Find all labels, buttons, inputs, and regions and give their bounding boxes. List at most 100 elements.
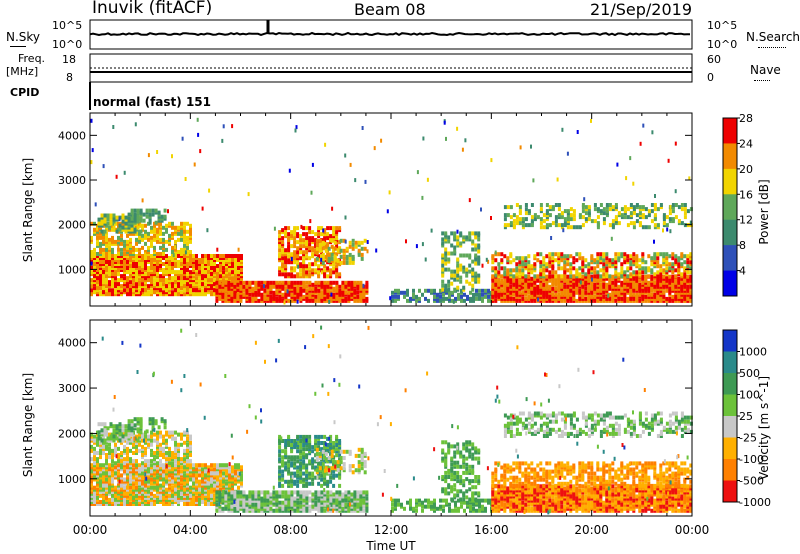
velocity-data-cell: [132, 479, 135, 484]
power-data-cell: [123, 260, 126, 264]
power-data-cell: [302, 266, 306, 271]
velocity-data-cell: [156, 465, 159, 470]
power-data-cell: [614, 276, 618, 281]
power-data-cell: [560, 274, 564, 279]
power-data-cell: [683, 215, 687, 220]
power-data-cell: [111, 288, 114, 293]
power-data-cell: [545, 294, 549, 299]
velocity-data-cell: [171, 485, 174, 490]
power-data-cell: [442, 296, 445, 301]
power-data-cell: [117, 268, 120, 272]
power-data-cell: [494, 266, 498, 271]
power-data-cell: [587, 205, 591, 210]
power-data-cell: [224, 292, 228, 297]
power-data-cell: [147, 266, 150, 270]
power-data-cell: [287, 272, 291, 277]
power-data-cell: [230, 282, 234, 287]
velocity-data-cell: [135, 485, 138, 490]
power-data-cell: [106, 215, 110, 220]
power-data-cell: [441, 253, 445, 258]
velocity-data-cell: [204, 463, 207, 468]
power-data-cell: [656, 256, 660, 261]
power-data-cell: [548, 264, 552, 269]
velocity-data-cell: [192, 463, 195, 468]
power-data-cell: [135, 288, 138, 293]
velocity-data-cell: [171, 489, 174, 494]
power-data-cell: [459, 263, 463, 268]
velocity-data-cell: [213, 475, 216, 480]
velocity-data-cell: [198, 465, 201, 470]
power-data-cell: [509, 294, 513, 299]
power-colorbar-segment: [723, 194, 737, 221]
power-data-cell: [518, 294, 522, 299]
power-data-cell: [177, 270, 180, 275]
power-data-cell: [192, 254, 195, 258]
power-data-cell: [335, 230, 339, 235]
power-data-cell: [463, 292, 466, 297]
power-data-cell: [623, 209, 627, 214]
velocity-data-cell: [201, 500, 204, 504]
power-data-cell: [481, 296, 484, 301]
power-data-cell: [477, 231, 481, 236]
power-data-cell: [448, 290, 451, 295]
power-data-cell: [141, 282, 144, 287]
power-data-cell: [363, 238, 367, 243]
power-data-cell: [487, 288, 490, 293]
power-data-cell: [471, 239, 475, 244]
velocity-data-cell: [240, 465, 243, 470]
power-data-cell: [296, 262, 300, 267]
power-data-cell: [602, 294, 606, 299]
power-data-cell: [174, 288, 177, 293]
velocity-data-cell: [186, 475, 189, 480]
power-data-cell: [210, 290, 213, 295]
velocity-data-cell: [132, 475, 135, 480]
power-data-cell: [626, 266, 630, 271]
power-data-cell: [147, 231, 150, 236]
power-data-cell: [103, 229, 107, 234]
velocity-data-cell: [204, 485, 207, 490]
power-data-cell: [680, 276, 684, 281]
power-data-cell: [302, 238, 306, 243]
velocity-data-cell: [117, 500, 120, 504]
power-noise-cell: [625, 176, 628, 181]
power-data-cell: [530, 266, 534, 271]
velocity-data-cell: [177, 493, 180, 498]
freq-tick-bottom: 8: [66, 71, 73, 84]
power-data-cell: [135, 231, 138, 236]
power-noise-cell: [320, 270, 323, 275]
velocity-data-cell: [231, 485, 234, 490]
power-data-cell: [293, 236, 297, 241]
velocity-data-cell: [123, 461, 126, 466]
velocity-data-cell: [123, 500, 126, 504]
velocity-data-cell: [216, 463, 219, 468]
velocity-data-cell: [189, 477, 192, 482]
power-data-cell: [674, 276, 678, 281]
velocity-data-cell: [117, 485, 120, 490]
power-data-cell: [201, 254, 204, 258]
power-data-cell: [475, 288, 478, 293]
power-data-cell: [296, 280, 300, 285]
power-noise-cell: [424, 257, 427, 262]
velocity-data-cell: [162, 481, 165, 486]
power-data-cell: [157, 214, 161, 219]
power-data-cell: [99, 290, 102, 295]
power-data-cell: [617, 211, 621, 216]
power-data-cell: [317, 288, 321, 293]
power-data-cell: [471, 231, 475, 236]
power-data-cell: [656, 223, 660, 228]
power-data-cell: [518, 276, 522, 281]
power-data-cell: [216, 270, 219, 275]
velocity-data-cell: [108, 485, 111, 490]
power-data-cell: [560, 223, 564, 228]
velocity-data-cell: [237, 479, 240, 484]
power-data-cell: [317, 254, 321, 259]
power-data-cell: [530, 276, 534, 281]
power-data-cell: [563, 260, 567, 265]
velocity-data-cell: [210, 479, 213, 484]
velocity-data-cell: [96, 457, 99, 462]
power-data-cell: [584, 290, 588, 295]
power-data-cell: [518, 209, 522, 214]
power-data-cell: [103, 219, 107, 224]
power-data-cell: [323, 228, 327, 233]
power-noise-cell: [208, 188, 211, 193]
